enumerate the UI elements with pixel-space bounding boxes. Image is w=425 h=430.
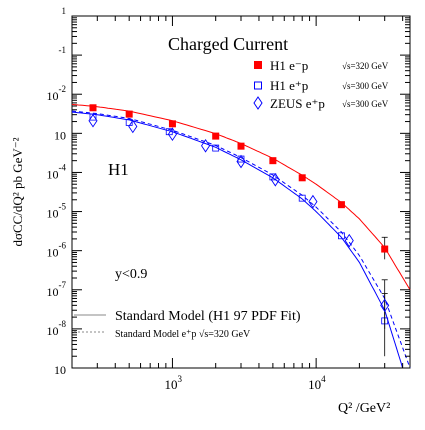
data-point-h1-em bbox=[381, 245, 389, 253]
data-point-h1-em bbox=[89, 104, 97, 112]
data-point-zeus-ep bbox=[270, 172, 280, 187]
legend: H1 e⁻p √s=320 GeV H1 e⁺p √s=300 GeV ZEUS e⁺p… bbox=[253, 58, 389, 111]
data-points bbox=[88, 104, 390, 357]
axis-ticks bbox=[71, 15, 410, 369]
data-point-h1-ep bbox=[298, 194, 306, 202]
model-legend-label: Standard Model e⁺p √s=320 GeV bbox=[115, 329, 251, 340]
x-tick-labels: 103 104 bbox=[164, 374, 326, 392]
y-tick-label: 10-5 bbox=[47, 202, 67, 221]
y-tick-label: 10-8 bbox=[47, 319, 67, 338]
data-point-zeus-ep bbox=[167, 127, 177, 142]
x-tick-label: 103 bbox=[164, 374, 182, 392]
y-tick-labels: 1 -1 10-2 10 10-4 10-5 10-6 10-7 10-8 10 bbox=[47, 6, 67, 377]
chart-title: Charged Current bbox=[168, 34, 288, 54]
data-point-h1-em bbox=[298, 174, 306, 182]
data-point-h1-ep bbox=[338, 232, 345, 240]
data-point-h1-em bbox=[337, 201, 345, 209]
legend-marker bbox=[254, 81, 262, 90]
data-point-zeus-ep bbox=[380, 298, 390, 313]
y-tick-label: 10 bbox=[54, 128, 66, 142]
data-point-zeus-ep bbox=[236, 154, 246, 169]
x-tick-label: 104 bbox=[308, 374, 326, 392]
data-point-h1-ep bbox=[269, 173, 277, 181]
model-legend-label: Standard Model (H1 97 PDF Fit) bbox=[115, 309, 301, 324]
x-axis-label: Q² /GeV² bbox=[338, 401, 390, 416]
data-point-h1-em bbox=[168, 120, 176, 128]
data-point-zeus-ep bbox=[201, 138, 211, 153]
legend-marker bbox=[253, 96, 263, 110]
y-tick-label: 10-2 bbox=[47, 84, 67, 103]
legend-marker bbox=[254, 61, 262, 69]
y-tick-label: 1 bbox=[62, 6, 67, 16]
data-point-h1-em bbox=[125, 110, 133, 118]
legend-energy: √s=300 GeV bbox=[342, 99, 389, 109]
legend-label: H1 e⁺p bbox=[270, 78, 308, 93]
data-point-h1-em bbox=[237, 142, 245, 150]
data-point-zeus-ep bbox=[308, 194, 318, 209]
data-point-h1-em bbox=[269, 157, 277, 165]
data-point-zeus-ep bbox=[344, 233, 354, 248]
model-curve-3 bbox=[71, 110, 411, 369]
data-point-zeus-ep bbox=[128, 119, 138, 134]
y-tick-label: 10 bbox=[54, 363, 66, 377]
cut-label: y<0.9 bbox=[115, 267, 147, 282]
data-point-h1-ep bbox=[212, 144, 220, 152]
y-tick-label: 10-4 bbox=[47, 162, 67, 181]
model-legend: Standard Model (H1 97 PDF Fit) Standard M… bbox=[74, 309, 301, 340]
data-point-zeus-ep bbox=[88, 113, 98, 128]
legend-energy: √s=300 GeV bbox=[342, 81, 389, 91]
y-tick-label: -1 bbox=[59, 45, 67, 55]
legend-label: ZEUS e⁺p bbox=[270, 96, 325, 111]
experiment-label: H1 bbox=[108, 160, 129, 179]
data-point-h1-em bbox=[212, 132, 220, 140]
legend-energy: √s=320 GeV bbox=[342, 61, 389, 71]
y-tick-label: 10-6 bbox=[47, 241, 67, 260]
y-axis-label: dσCC/dQ² pb GeV⁻² bbox=[10, 137, 25, 246]
y-tick-label: 10-7 bbox=[47, 280, 67, 299]
legend-label: H1 e⁻p bbox=[270, 58, 308, 73]
